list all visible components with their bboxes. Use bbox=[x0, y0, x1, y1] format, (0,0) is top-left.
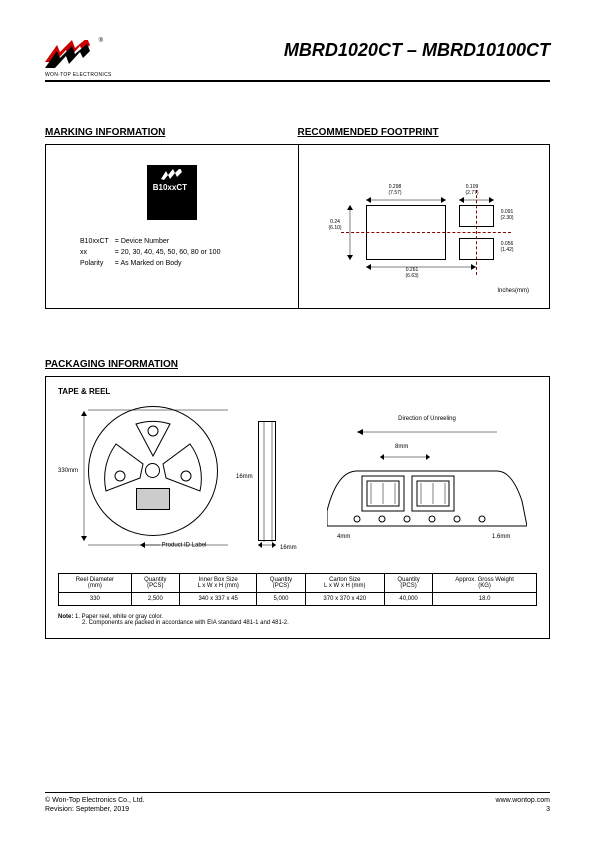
table-row: 330 2,500 340 x 337 x 45 5,000 370 x 370… bbox=[59, 593, 537, 606]
registered-mark: ® bbox=[99, 38, 103, 44]
product-id-label: Product ID Label bbox=[140, 541, 206, 549]
chip-label: B10xxCT bbox=[153, 183, 187, 192]
packaging-box: TAPE & REEL 330mm bbox=[45, 376, 550, 639]
packaging-section: PACKAGING INFORMATION TAPE & REEL bbox=[45, 359, 550, 639]
col-weight: Approx. Gross Weight(KG) bbox=[433, 574, 537, 593]
col-reel-dia: Reel Diameter(mm) bbox=[59, 574, 132, 593]
header: ® WON-TOP ELECTRONICS MBRD1020CT – MBRD1… bbox=[45, 40, 550, 82]
marking-section: MARKING INFORMATION B10xxCT bbox=[45, 127, 298, 309]
footer: © Won-Top Electronics Co., Ltd. Revision… bbox=[45, 792, 550, 814]
marking-title: MARKING INFORMATION bbox=[45, 127, 298, 138]
col-qty3: Quantity(PCS) bbox=[384, 574, 432, 593]
col-qty1: Quantity(PCS) bbox=[131, 574, 179, 593]
reel-diagram bbox=[88, 406, 223, 541]
reel-dimension: 330mm bbox=[58, 468, 78, 474]
logo-area: ® WON-TOP ELECTRONICS bbox=[45, 40, 112, 78]
unreeling-direction: Direction of Unreeling bbox=[327, 416, 527, 422]
footer-right: www.wontop.com 3 bbox=[496, 796, 550, 814]
col-qty2: Quantity(PCS) bbox=[257, 574, 305, 593]
packaging-title: PACKAGING INFORMATION bbox=[45, 359, 550, 370]
footprint-section: RECOMMENDED FOOTPRINT 0.298(7.57) 0.109(… bbox=[298, 127, 551, 309]
footprint-box: 0.298(7.57) 0.109(2.77) 0.091(2.30) 0.05… bbox=[298, 144, 551, 309]
marking-table: B10xxCT= Device Number xx= 20, 30, 40, 4… bbox=[78, 235, 226, 270]
packaging-diagram: 330mm Product ID Label 16mm 16mm Directi… bbox=[58, 406, 537, 561]
tape-reel-title: TAPE & REEL bbox=[58, 387, 537, 396]
top-sections: MARKING INFORMATION B10xxCT bbox=[45, 127, 550, 309]
footprint-title: RECOMMENDED FOOTPRINT bbox=[298, 127, 551, 138]
col-carton: Carton SizeL x W x H (mm) bbox=[305, 574, 384, 593]
col-inner-box: Inner Box SizeL x W x H (mm) bbox=[179, 574, 256, 593]
company-logo: ® bbox=[45, 40, 95, 70]
chip-diagram: B10xxCT bbox=[147, 165, 197, 220]
footprint-diagram: 0.298(7.57) 0.109(2.77) 0.091(2.30) 0.05… bbox=[311, 160, 538, 298]
tape-detail: Direction of Unreeling bbox=[327, 416, 527, 546]
footprint-unit: Inches(mm) bbox=[497, 288, 529, 294]
footer-left: © Won-Top Electronics Co., Ltd. Revision… bbox=[45, 796, 145, 814]
company-name: WON-TOP ELECTRONICS bbox=[45, 72, 112, 78]
marking-box: B10xxCT B10xxCT= Device Number xx= 20, 3… bbox=[45, 144, 298, 309]
page-title: MBRD1020CT – MBRD10100CT bbox=[284, 40, 550, 61]
packaging-table: Reel Diameter(mm) Quantity(PCS) Inner Bo… bbox=[58, 573, 537, 606]
tape-strip bbox=[258, 421, 276, 541]
page: ® WON-TOP ELECTRONICS MBRD1020CT – MBRD1… bbox=[0, 0, 595, 842]
packaging-notes: Note: 1. Paper reel, white or gray color… bbox=[58, 614, 537, 626]
